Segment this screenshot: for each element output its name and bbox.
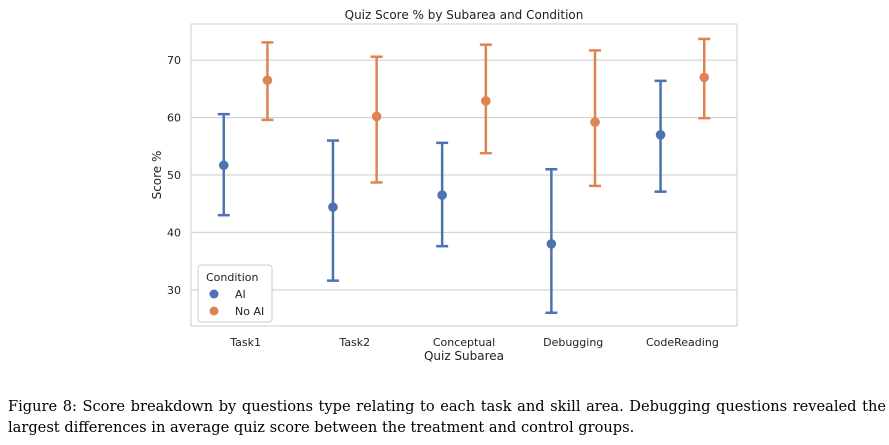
error-bar-no-ai: [479, 43, 492, 155]
error-bar-no-ai: [589, 49, 602, 188]
x-tick-label: Debugging: [543, 336, 603, 349]
mean-point-ai: [437, 190, 447, 200]
legend-label-ai: AI: [235, 288, 246, 301]
x-tick-label: Task2: [338, 336, 370, 349]
legend-title: Condition: [206, 271, 259, 284]
mean-point-ai: [328, 202, 338, 212]
chart-figure: Quiz Score % by Subarea and Condition 30…: [150, 8, 738, 363]
legend: Condition AI No AI: [197, 264, 273, 323]
mean-point-no-ai: [590, 117, 600, 127]
legend-marker-no-ai: [209, 306, 219, 316]
mean-point-no-ai: [262, 75, 273, 86]
error-bar-points: [217, 37, 711, 315]
chart-title: Quiz Score % by Subarea and Condition: [345, 8, 584, 22]
legend-marker-ai: [209, 289, 219, 299]
y-tick-label: 40: [167, 226, 181, 239]
mean-point-no-ai: [371, 111, 382, 122]
mean-point-no-ai: [699, 72, 710, 83]
y-tick-label: 60: [167, 112, 181, 125]
y-axis-label: Score %: [150, 151, 164, 200]
mean-point-ai: [655, 130, 666, 140]
y-gridlines: [191, 59, 737, 291]
y-tick-label: 70: [167, 54, 181, 67]
plot-frame: [190, 23, 738, 327]
error-bar-no-ai: [698, 37, 711, 120]
error-bar-ai: [326, 139, 339, 282]
error-bar-ai: [654, 79, 667, 193]
mean-point-no-ai: [481, 96, 491, 106]
error-bar-no-ai: [370, 55, 383, 184]
legend-label-no-ai: No AI: [235, 305, 264, 318]
x-tick-label: Conceptual: [433, 336, 495, 349]
mean-point-ai: [218, 160, 229, 171]
y-tick-label: 30: [167, 284, 181, 297]
error-bar-no-ai: [261, 41, 274, 122]
figure-caption: Figure 8: Score breakdown by questions t…: [8, 398, 886, 436]
x-tick-label: CodeReading: [646, 336, 719, 349]
y-tick-label: 50: [167, 169, 181, 182]
y-tick-labels: 30 40 50 60 70: [167, 54, 181, 297]
error-bar-ai: [436, 141, 449, 248]
x-tick-label: Task1: [229, 336, 261, 349]
x-axis-label: Quiz Subarea: [424, 349, 504, 363]
x-tick-labels: Task1 Task2 Conceptual Debugging CodeReading: [229, 336, 719, 349]
error-bar-ai: [545, 168, 558, 315]
mean-point-ai: [546, 239, 557, 249]
error-bar-ai: [217, 112, 230, 217]
